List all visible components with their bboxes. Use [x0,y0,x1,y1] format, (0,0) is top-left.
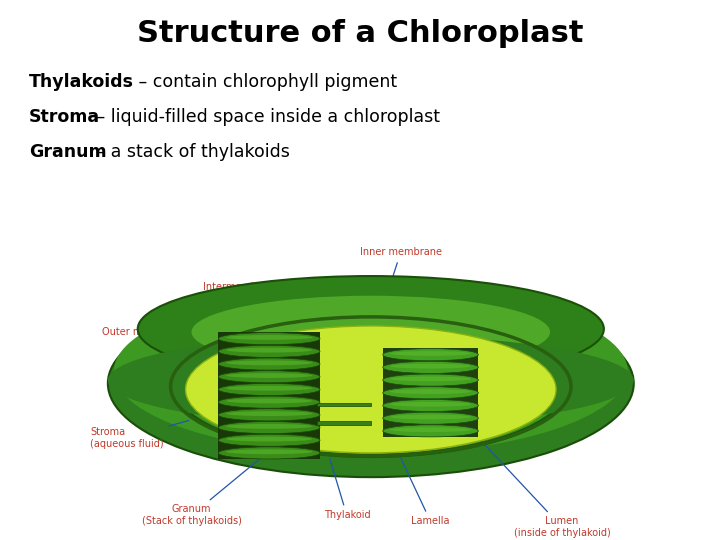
Ellipse shape [218,333,320,345]
FancyArrow shape [317,421,371,424]
Text: – liquid-filled space inside a chloroplast: – liquid-filled space inside a chloropla… [91,108,441,126]
Ellipse shape [226,399,312,403]
Text: – a stack of thylakoids: – a stack of thylakoids [91,143,290,161]
Ellipse shape [218,422,320,434]
FancyArrow shape [317,403,371,407]
Ellipse shape [226,335,312,340]
Text: Inner membrane: Inner membrane [360,247,441,305]
Ellipse shape [383,349,478,361]
Ellipse shape [226,360,312,365]
Ellipse shape [114,288,628,455]
Text: Granum: Granum [29,143,107,161]
Ellipse shape [218,434,320,446]
Ellipse shape [218,396,320,408]
Text: Structure of a Chloroplast: Structure of a Chloroplast [137,19,583,48]
Ellipse shape [383,374,478,386]
Ellipse shape [218,383,320,395]
Ellipse shape [390,364,471,369]
Ellipse shape [226,373,312,378]
Ellipse shape [383,387,478,399]
Ellipse shape [383,361,478,374]
Ellipse shape [192,296,550,368]
Ellipse shape [218,447,320,459]
Ellipse shape [138,276,604,382]
Text: Intermembrane space: Intermembrane space [204,282,312,312]
Ellipse shape [186,326,556,453]
Text: Stroma
(aqueous fluid): Stroma (aqueous fluid) [90,421,189,449]
Ellipse shape [383,425,478,437]
Ellipse shape [226,449,312,454]
Bar [218,332,320,459]
Text: Thylakoid: Thylakoid [323,458,370,521]
Text: Lamella: Lamella [384,422,450,526]
Ellipse shape [186,326,556,453]
Ellipse shape [390,351,471,356]
Ellipse shape [390,415,471,420]
Ellipse shape [226,386,312,390]
Ellipse shape [108,289,634,477]
Ellipse shape [390,402,471,407]
Ellipse shape [218,358,320,370]
Ellipse shape [390,427,471,432]
Ellipse shape [218,345,320,357]
Ellipse shape [390,389,471,394]
Text: Thylakoids: Thylakoids [29,73,134,91]
Ellipse shape [226,437,312,442]
Ellipse shape [226,348,312,353]
Ellipse shape [218,409,320,421]
Ellipse shape [108,335,634,426]
Ellipse shape [226,411,312,416]
Ellipse shape [383,400,478,411]
Ellipse shape [383,412,478,424]
Text: Granum
(Stack of thylakoids): Granum (Stack of thylakoids) [142,458,261,526]
Text: Stroma: Stroma [29,108,100,126]
Ellipse shape [226,424,312,429]
Text: Lumen
(inside of thylakoid): Lumen (inside of thylakoid) [480,440,611,538]
Text: Outer membrane: Outer membrane [102,327,186,355]
Ellipse shape [218,370,320,383]
Ellipse shape [390,376,471,381]
Text: – contain chlorophyll pigment: – contain chlorophyll pigment [133,73,397,91]
Bar [383,348,478,437]
